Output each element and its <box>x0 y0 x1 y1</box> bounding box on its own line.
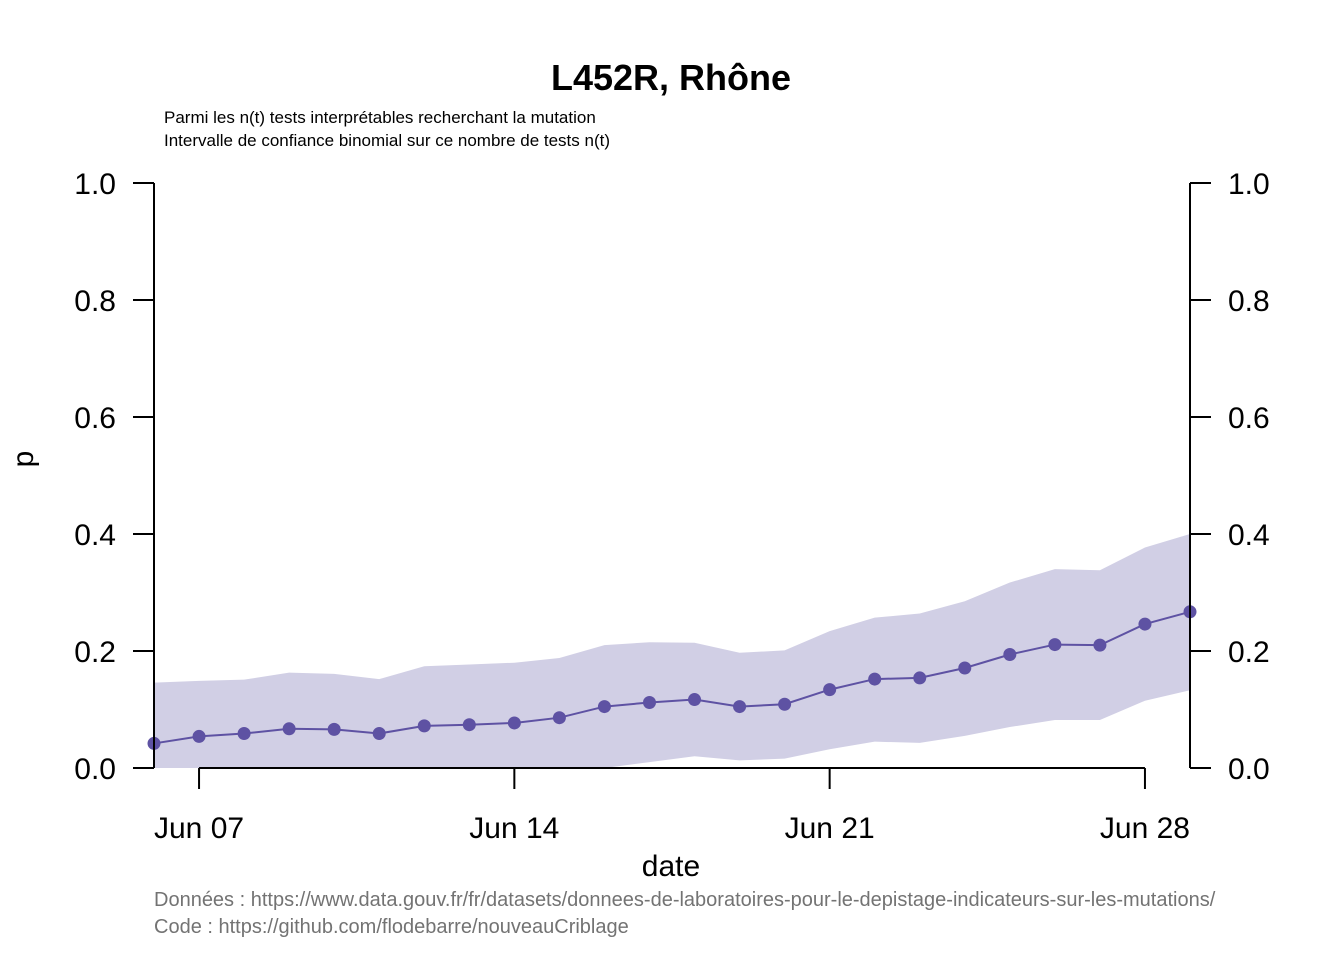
data-point <box>327 722 341 736</box>
y-axis-label: p <box>7 451 40 468</box>
data-point <box>733 700 747 714</box>
series-points-layer <box>147 605 1197 750</box>
data-point <box>913 671 927 685</box>
series-line-layer <box>153 610 1191 745</box>
y-tick-label-right: 0.4 <box>1228 519 1270 552</box>
x-tick-label: Jun 28 <box>1100 812 1190 845</box>
axes: 0.0 0.2 0.4 0.6 0.8 1.0 0.0 0.2 0.4 0.6 0.8 1.0 Jun … <box>74 168 1269 845</box>
y-tick-label-left: 0.2 <box>74 636 116 669</box>
y-tick-label-left: 0.6 <box>74 402 116 435</box>
x-tick-label: Jun 21 <box>785 812 875 845</box>
data-point <box>868 672 882 686</box>
x-axis-label: date <box>642 850 700 883</box>
chart-subtitle-line-1: Parmi les n(t) tests interprétables rech… <box>164 108 596 127</box>
data-point <box>823 683 837 697</box>
confidence-band-layer <box>154 534 1190 768</box>
data-point <box>462 718 476 732</box>
y-tick-label-right: 0.6 <box>1228 402 1270 435</box>
y-tick-label-left: 0.0 <box>74 753 116 786</box>
x-tick-label: Jun 07 <box>154 812 244 845</box>
y-tick-label-right: 0.2 <box>1228 636 1270 669</box>
series-line <box>153 610 1191 745</box>
chart-title: L452R, Rhône <box>551 57 791 98</box>
data-point <box>417 719 431 733</box>
data-point <box>192 729 206 743</box>
data-point <box>237 726 251 740</box>
data-point <box>552 711 566 725</box>
data-point <box>1048 638 1062 652</box>
data-point <box>958 661 972 675</box>
x-tick-label: Jun 14 <box>469 812 559 845</box>
data-point <box>1093 638 1107 652</box>
y-tick-label-right: 0.8 <box>1228 285 1270 318</box>
data-point <box>642 695 656 709</box>
footer-code-source: Code : https://github.com/flodebarre/nou… <box>154 916 629 938</box>
y-tick-label-right: 1.0 <box>1228 168 1270 201</box>
y-tick-label-left: 0.4 <box>74 519 116 552</box>
data-point <box>688 693 702 707</box>
data-point <box>1138 617 1152 631</box>
data-point <box>282 722 296 736</box>
data-point <box>778 697 792 711</box>
data-point <box>372 726 386 740</box>
chart-subtitle-line-2: Intervalle de confiance binomial sur ce … <box>164 131 610 150</box>
y-tick-label-right: 0.0 <box>1228 753 1270 786</box>
data-point <box>597 700 611 714</box>
footer-data-source: Données : https://www.data.gouv.fr/fr/da… <box>154 889 1216 911</box>
data-point <box>507 716 521 730</box>
y-tick-label-left: 1.0 <box>74 168 116 201</box>
confidence-band <box>154 534 1190 768</box>
y-tick-label-left: 0.8 <box>74 285 116 318</box>
data-point <box>1003 648 1017 662</box>
